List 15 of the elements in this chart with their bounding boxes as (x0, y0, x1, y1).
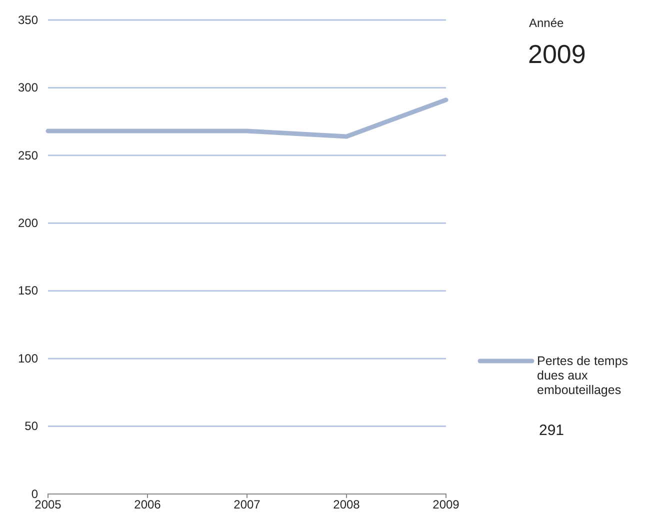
x-tick-label: 2009 (432, 498, 460, 512)
x-tick-label: 2006 (134, 498, 162, 512)
text: 291 (539, 422, 564, 439)
legend-label: Pertes de temps dues aux embouteillages (537, 354, 628, 397)
x-tick-label: 2008 (333, 498, 360, 512)
y-tick-label: 50 (24, 419, 38, 434)
y-tick-label: 100 (18, 351, 38, 366)
y-tick-label: 250 (18, 148, 38, 162)
text: Année (529, 16, 564, 30)
x-tick-label: 2007 (234, 498, 261, 512)
text: 2009 (528, 39, 586, 69)
y-tick-label: 350 (18, 12, 38, 27)
y-tick-label: 200 (18, 216, 38, 230)
y-tick-label: 300 (18, 80, 38, 95)
y-tick-label: 150 (18, 284, 38, 298)
